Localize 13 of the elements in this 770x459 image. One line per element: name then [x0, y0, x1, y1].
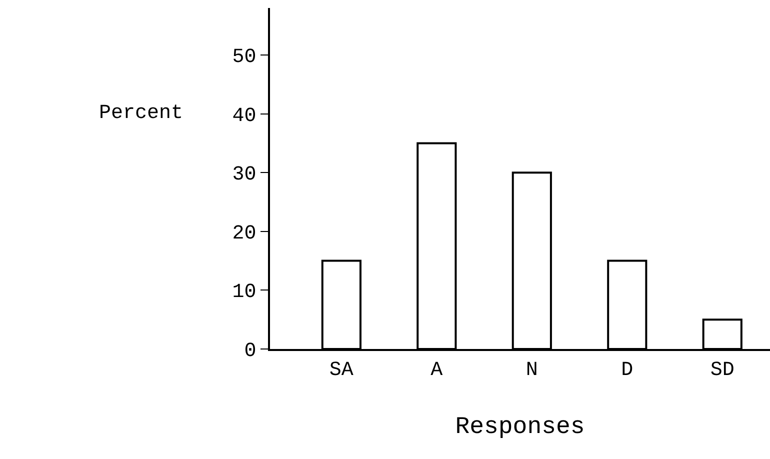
x-tick-label: N	[526, 359, 538, 382]
x-tick-label: SD	[710, 359, 734, 382]
y-tick-label: 40	[232, 104, 256, 128]
y-tick-label: 30	[232, 164, 256, 187]
x-tick-label: SA	[329, 359, 354, 382]
y-axis-title: Percent	[99, 102, 184, 125]
y-tick-label: 20	[232, 222, 256, 246]
y-tick-label: 10	[232, 281, 256, 304]
x-axis-title: Responses	[455, 414, 585, 441]
x-tick-label: D	[621, 359, 634, 382]
x-tick-label: A	[430, 359, 443, 382]
y-tick-label: 50	[232, 46, 256, 70]
y-tick-label: 0	[244, 340, 256, 363]
